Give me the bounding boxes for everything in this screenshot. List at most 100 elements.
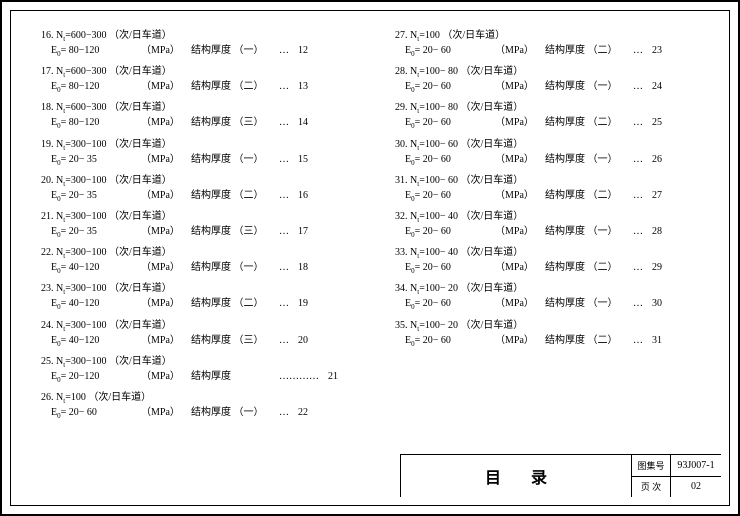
page-ref: 21 [322, 370, 338, 383]
page-ref: 19 [292, 297, 308, 310]
entry-line1: 33. Nt=100− 40 （次/日车道） [395, 246, 709, 261]
struct-thickness: 结构厚度 （二） [545, 189, 630, 202]
leader-dots: … [279, 80, 289, 93]
left-column: 16. Nt=600−300 （次/日车道） E0= 80−120（MPa）结构… [41, 29, 355, 427]
struct-thickness: 结构厚度 [191, 370, 276, 383]
entry-line2: E0= 20− 60（MPa）结构厚度 （一）…28 [395, 225, 709, 240]
mpa-unit: （MPa） [141, 297, 191, 310]
entry-line1: 19. Nt=300−100 （次/日车道） [41, 138, 355, 153]
page-ref: 13 [292, 80, 308, 93]
toc-entry: 16. Nt=600−300 （次/日车道） E0= 80−120（MPa）结构… [41, 29, 355, 59]
e0-value: E0= 40−120 [41, 297, 141, 312]
page-frame: 16. Nt=600−300 （次/日车道） E0= 80−120（MPa）结构… [0, 0, 740, 516]
e0-value: E0= 80−120 [41, 80, 141, 95]
e0-value: E0= 20− 60 [395, 44, 495, 59]
mpa-unit: （MPa） [495, 80, 545, 93]
struct-thickness: 结构厚度 （三） [191, 334, 276, 347]
leader-dots: … [279, 261, 289, 274]
toc-entry: 19. Nt=300−100 （次/日车道） E0= 20− 35（MPa）结构… [41, 138, 355, 168]
page-ref: 14 [292, 116, 308, 129]
struct-thickness: 结构厚度 （一） [191, 261, 276, 274]
page-ref: 15 [292, 153, 308, 166]
leader-dots: … [279, 225, 289, 238]
toc-entry: 22. Nt=300−100 （次/日车道） E0= 40−120（MPa）结构… [41, 246, 355, 276]
entry-line1: 18. Nt=600−300 （次/日车道） [41, 101, 355, 116]
mpa-unit: （MPa） [495, 153, 545, 166]
e0-value: E0= 20− 35 [41, 189, 141, 204]
toc-entry: 20. Nt=300−100 （次/日车道） E0= 20− 35（MPa）结构… [41, 174, 355, 204]
entry-line2: E0= 20− 60（MPa）结构厚度 （二）…27 [395, 189, 709, 204]
page-ref: 16 [292, 189, 308, 202]
entry-line2: E0= 20− 60（MPa）结构厚度 （二）…23 [395, 44, 709, 59]
toc-entry: 26. Nt=100 （次/日车道） E0= 20− 60（MPa）结构厚度 （… [41, 391, 355, 421]
mpa-unit: （MPa） [141, 153, 191, 166]
drawing-set-row: 图集号 93J007-1 [632, 455, 721, 477]
mpa-unit: （MPa） [495, 116, 545, 129]
mpa-unit: （MPa） [141, 44, 191, 57]
entry-line2: E0= 20−120（MPa）结构厚度…………21 [41, 370, 355, 385]
e0-value: E0= 80−120 [41, 44, 141, 59]
page-ref: 18 [292, 261, 308, 274]
e0-value: E0= 20− 60 [395, 80, 495, 95]
struct-thickness: 结构厚度 （二） [191, 80, 276, 93]
page-number-row: 页 次 02 [632, 477, 721, 498]
e0-value: E0= 20− 60 [395, 334, 495, 349]
leader-dots: … [279, 116, 289, 129]
leader-dots: ………… [279, 370, 319, 383]
inner-frame: 16. Nt=600−300 （次/日车道） E0= 80−120（MPa）结构… [10, 10, 730, 506]
mpa-unit: （MPa） [141, 225, 191, 238]
e0-value: E0= 80−120 [41, 116, 141, 131]
entry-line2: E0= 20− 35（MPa）结构厚度 （二）…16 [41, 189, 355, 204]
entry-line2: E0= 20− 60（MPa）结构厚度 （一）…26 [395, 153, 709, 168]
entry-line2: E0= 40−120（MPa）结构厚度 （三）…20 [41, 334, 355, 349]
e0-value: E0= 20− 35 [41, 225, 141, 240]
leader-dots: … [279, 406, 289, 419]
page-ref: 29 [646, 261, 662, 274]
e0-value: E0= 20− 60 [395, 116, 495, 131]
page-ref: 17 [292, 225, 308, 238]
e0-value: E0= 20− 60 [395, 225, 495, 240]
struct-thickness: 结构厚度 （一） [545, 80, 630, 93]
toc-entry: 27. Nt=100 （次/日车道） E0= 20− 60（MPa）结构厚度 （… [395, 29, 709, 59]
entry-line2: E0= 80−120（MPa）结构厚度 （一）…12 [41, 44, 355, 59]
leader-dots: … [633, 153, 643, 166]
page-ref: 24 [646, 80, 662, 93]
entry-line1: 26. Nt=100 （次/日车道） [41, 391, 355, 406]
leader-dots: … [279, 153, 289, 166]
e0-value: E0= 20− 60 [395, 297, 495, 312]
toc-entry: 30. Nt=100− 60 （次/日车道） E0= 20− 60（MPa）结构… [395, 138, 709, 168]
e0-value: E0= 20− 60 [41, 406, 141, 421]
entry-line1: 32. Nt=100− 40 （次/日车道） [395, 210, 709, 225]
struct-thickness: 结构厚度 （二） [191, 297, 276, 310]
page-ref: 12 [292, 44, 308, 57]
leader-dots: … [633, 334, 643, 347]
leader-dots: … [279, 334, 289, 347]
toc-entry: 21. Nt=300−100 （次/日车道） E0= 20− 35（MPa）结构… [41, 210, 355, 240]
drawing-set-label: 图集号 [632, 455, 671, 476]
entry-line2: E0= 80−120（MPa）结构厚度 （二）…13 [41, 80, 355, 95]
toc-entry: 32. Nt=100− 40 （次/日车道） E0= 20− 60（MPa）结构… [395, 210, 709, 240]
title-meta: 图集号 93J007-1 页 次 02 [631, 455, 721, 497]
leader-dots: … [279, 44, 289, 57]
struct-thickness: 结构厚度 （一） [545, 225, 630, 238]
e0-value: E0= 20− 60 [395, 153, 495, 168]
right-column: 27. Nt=100 （次/日车道） E0= 20− 60（MPa）结构厚度 （… [395, 29, 709, 427]
struct-thickness: 结构厚度 （一） [191, 153, 276, 166]
page-ref: 27 [646, 189, 662, 202]
page-ref: 30 [646, 297, 662, 310]
page-ref: 22 [292, 406, 308, 419]
entry-line1: 23. Nt=300−100 （次/日车道） [41, 282, 355, 297]
mpa-unit: （MPa） [141, 116, 191, 129]
mpa-unit: （MPa） [141, 189, 191, 202]
page-ref: 28 [646, 225, 662, 238]
entry-line1: 20. Nt=300−100 （次/日车道） [41, 174, 355, 189]
leader-dots: … [633, 297, 643, 310]
e0-value: E0= 20− 60 [395, 261, 495, 276]
toc-entry: 33. Nt=100− 40 （次/日车道） E0= 20− 60（MPa）结构… [395, 246, 709, 276]
entry-line1: 28. Nt=100− 80 （次/日车道） [395, 65, 709, 80]
entry-line2: E0= 40−120（MPa）结构厚度 （二）…19 [41, 297, 355, 312]
struct-thickness: 结构厚度 （二） [191, 189, 276, 202]
entry-line2: E0= 20− 60（MPa）结构厚度 （一）…22 [41, 406, 355, 421]
entry-line1: 34. Nt=100− 20 （次/日车道） [395, 282, 709, 297]
struct-thickness: 结构厚度 （一） [545, 297, 630, 310]
